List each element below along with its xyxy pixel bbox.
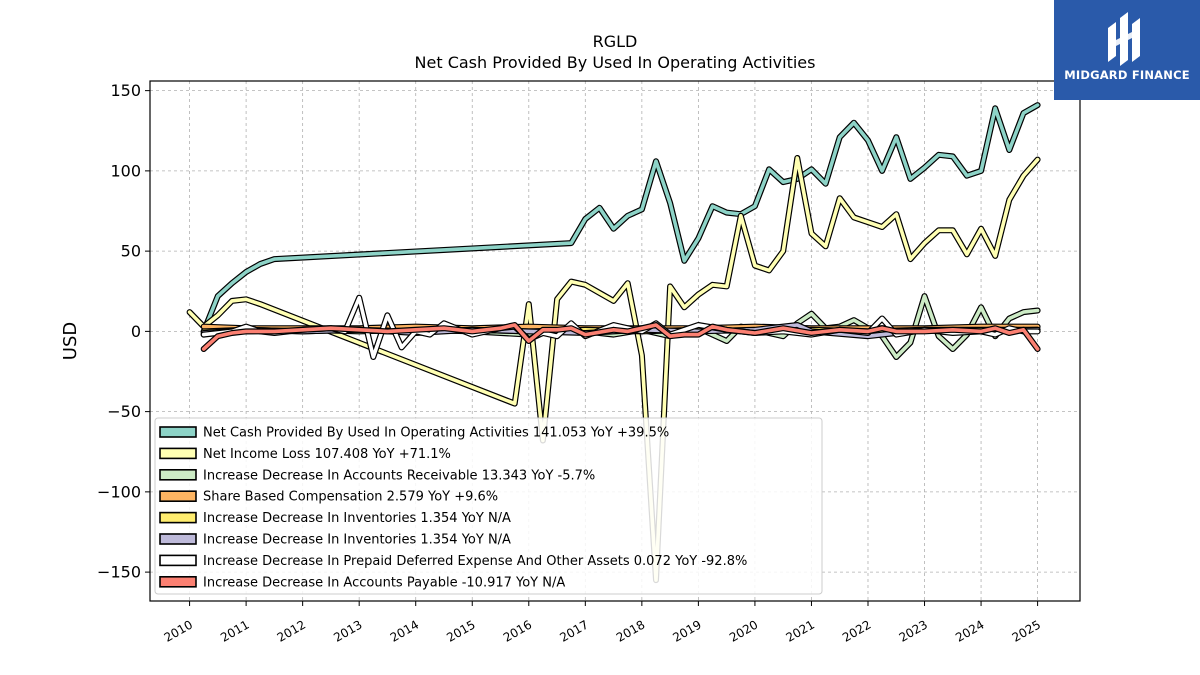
y-tick-label: −100: [97, 482, 141, 501]
y-tick-label: 0: [131, 322, 141, 341]
legend-swatch-3: [159, 490, 197, 503]
brand-name: MIDGARD FINANCE: [1064, 68, 1190, 82]
legend: Net Cash Provided By Used In Operating A…: [154, 417, 823, 595]
legend-entry-2: Increase Decrease In Accounts Receivable…: [203, 468, 595, 483]
legend-swatch-5: [159, 533, 197, 545]
series-line-7: [201, 323, 1040, 351]
legend-swatch-1: [159, 447, 197, 460]
y-tick-label: −150: [97, 563, 141, 582]
y-tick-label: 100: [110, 161, 141, 180]
legend-entry-6: Increase Decrease In Prepaid Deferred Ex…: [203, 554, 747, 569]
midgard-m-logo-icon: [1108, 12, 1140, 66]
series-line-0: [201, 103, 1040, 334]
plot-frame: [149, 80, 1081, 602]
legend-entry-7: Increase Decrease In Accounts Payable -1…: [203, 575, 565, 590]
series-layer: [186, 102, 1041, 584]
legend-entry-4: Increase Decrease In Inventories 1.354 Y…: [203, 511, 511, 526]
y-tick-label: 150: [110, 81, 141, 100]
legend-swatch-7: [159, 575, 197, 588]
legend-swatch-6: [159, 554, 197, 567]
chart-subtitle: Net Cash Provided By Used In Operating A…: [415, 53, 816, 72]
brand-logo: MIDGARD FINANCE: [1054, 0, 1200, 100]
legend-swatch-0: [159, 426, 197, 438]
legend-entry-5: Increase Decrease In Inventories 1.354 Y…: [203, 533, 511, 548]
legend-swatch-2: [159, 468, 197, 481]
legend-swatch-4: [159, 511, 197, 524]
legend-entry-0: Net Cash Provided By Used In Operating A…: [203, 426, 669, 441]
y-axis-label: USD: [60, 322, 81, 360]
y-tick-label: 50: [121, 242, 141, 261]
chart-title: RGLD: [593, 32, 638, 51]
y-axis: 150 100 50 0 −50 −100 −150: [97, 81, 150, 582]
legend-box: [154, 417, 823, 595]
y-tick-label: −50: [107, 402, 141, 421]
legend-entry-1: Net Income Loss 107.408 YoY +71.1%: [203, 447, 451, 462]
plot-area: [186, 102, 1041, 584]
legend-entry-3: Share Based Compensation 2.579 YoY +9.6%: [203, 490, 498, 505]
